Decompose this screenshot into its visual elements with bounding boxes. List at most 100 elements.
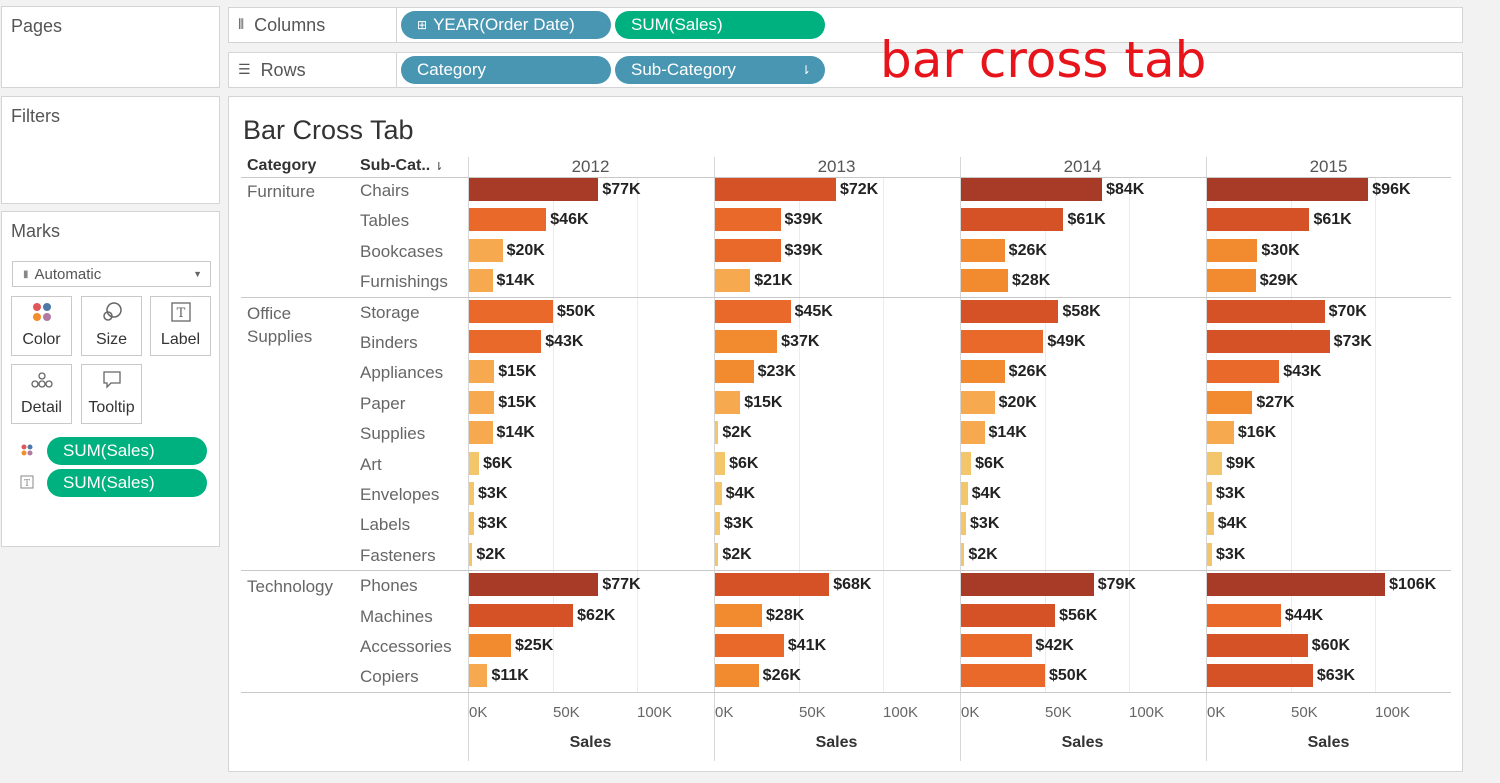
detail-button[interactable]: Detail xyxy=(11,364,72,424)
bar-mark[interactable] xyxy=(961,603,1056,627)
bar-mark[interactable] xyxy=(961,482,968,505)
bar-mark[interactable] xyxy=(1207,269,1256,293)
bar-mark[interactable] xyxy=(469,208,547,232)
bar-mark[interactable] xyxy=(961,178,1103,201)
year-header-2014[interactable]: 2014 xyxy=(1063,157,1102,176)
subcategory-label[interactable]: Machines xyxy=(360,606,433,626)
subcategory-label[interactable]: Chairs xyxy=(360,181,410,200)
size-button[interactable]: Size xyxy=(81,296,142,356)
bar-mark[interactable] xyxy=(469,482,475,505)
bar-mark[interactable] xyxy=(469,634,511,657)
bar-mark[interactable] xyxy=(469,178,599,201)
bar-mark[interactable] xyxy=(715,360,754,384)
bar-mark[interactable] xyxy=(469,269,493,293)
bar-mark[interactable] xyxy=(1207,390,1253,414)
subcategory-label[interactable]: Supplies xyxy=(360,424,426,444)
year-header-2015[interactable]: 2015 xyxy=(1309,157,1348,176)
subcategory-label[interactable]: Storage xyxy=(360,302,420,322)
category-label[interactable]: Office Supplies xyxy=(247,303,313,346)
subcategory-label[interactable]: Bookcases xyxy=(360,241,444,261)
bar-mark[interactable] xyxy=(715,330,778,353)
bar-mark[interactable] xyxy=(961,390,995,414)
bar-mark[interactable] xyxy=(1207,634,1308,657)
category-label[interactable]: Furniture xyxy=(247,182,316,201)
year-header-2012[interactable]: 2012 xyxy=(571,157,610,176)
subcategory-label[interactable]: Tables xyxy=(360,211,410,231)
bar-mark[interactable] xyxy=(715,573,830,597)
bar-mark[interactable] xyxy=(1207,360,1280,384)
bar-mark[interactable] xyxy=(469,299,553,323)
bar-mark[interactable] xyxy=(1207,299,1325,323)
subcategory-label[interactable]: Phones xyxy=(360,576,418,596)
bar-mark[interactable] xyxy=(961,360,1005,384)
category-header[interactable]: Category xyxy=(247,157,317,174)
bar-mark[interactable] xyxy=(715,603,763,627)
bar-mark[interactable] xyxy=(715,451,726,475)
bar-mark[interactable] xyxy=(1207,542,1213,566)
bar-mark[interactable] xyxy=(961,542,965,566)
label-button[interactable]: T Label xyxy=(150,296,211,356)
bar-mark[interactable] xyxy=(1207,421,1234,445)
bar-mark[interactable] xyxy=(715,269,751,293)
subcategory-label[interactable]: Copiers xyxy=(360,667,419,687)
marks-sum-sales-color-pill[interactable]: SUM(Sales) xyxy=(47,437,207,465)
mark-type-dropdown[interactable]: ▮ Automatic ▼ xyxy=(12,261,211,287)
bar-mark[interactable] xyxy=(1207,603,1281,627)
bar-mark[interactable] xyxy=(715,542,719,566)
bar-mark[interactable] xyxy=(715,512,721,536)
subcategory-label[interactable]: Furnishings xyxy=(360,272,448,292)
bar-mark[interactable] xyxy=(961,238,1005,262)
bar-mark[interactable] xyxy=(1207,573,1386,597)
subcategory-label[interactable]: Paper xyxy=(360,393,406,413)
bar-mark[interactable] xyxy=(1207,664,1313,688)
bar-mark[interactable] xyxy=(961,269,1009,293)
subcategory-label[interactable]: Accessories xyxy=(360,637,452,656)
bar-mark[interactable] xyxy=(1207,512,1214,536)
bar-mark[interactable] xyxy=(1207,330,1330,353)
bar-mark[interactable] xyxy=(1207,482,1213,505)
bar-mark[interactable] xyxy=(469,421,493,445)
bar-mark[interactable] xyxy=(469,664,488,688)
marks-sum-sales-label-pill[interactable]: SUM(Sales) xyxy=(47,469,207,497)
subcategory-label[interactable]: Art xyxy=(360,454,382,474)
year-order-date-pill[interactable]: ⊞ YEAR(Order Date) xyxy=(401,11,611,39)
color-button[interactable]: Color xyxy=(11,296,72,356)
bar-mark[interactable] xyxy=(715,208,781,232)
bar-mark[interactable] xyxy=(469,451,480,475)
rows-shelf[interactable]: ☰ Rows Category Sub-Category ⇂ xyxy=(228,52,1463,88)
bar-mark[interactable] xyxy=(961,573,1094,597)
bar-mark[interactable] xyxy=(469,603,574,627)
bar-mark[interactable] xyxy=(1207,178,1369,201)
bar-mark[interactable] xyxy=(469,238,503,262)
category-pill[interactable]: Category xyxy=(401,56,611,84)
pages-card[interactable]: Pages xyxy=(1,6,220,88)
bar-mark[interactable] xyxy=(961,299,1059,323)
bar-mark[interactable] xyxy=(469,512,475,536)
bar-mark[interactable] xyxy=(1207,208,1310,232)
tooltip-button[interactable]: Tooltip xyxy=(81,364,142,424)
subcategory-label[interactable]: Appliances xyxy=(360,363,444,383)
bar-mark[interactable] xyxy=(715,390,741,414)
bar-mark[interactable] xyxy=(961,634,1032,657)
year-header-2013[interactable]: 2013 xyxy=(817,157,856,176)
columns-shelf[interactable]: ⦀ Columns ⊞ YEAR(Order Date) SUM(Sales) xyxy=(228,7,1463,43)
bar-mark[interactable] xyxy=(469,360,495,384)
bar-mark[interactable] xyxy=(715,664,759,688)
bar-mark[interactable] xyxy=(961,451,972,475)
bar-mark[interactable] xyxy=(715,421,719,445)
sum-sales-pill[interactable]: SUM(Sales) xyxy=(615,11,825,39)
bar-mark[interactable] xyxy=(1207,238,1258,262)
bar-mark[interactable] xyxy=(961,330,1044,353)
bar-mark[interactable] xyxy=(469,542,473,566)
bar-mark[interactable] xyxy=(1207,451,1223,475)
subcategory-label[interactable]: Envelopes xyxy=(360,485,440,504)
bar-mark[interactable] xyxy=(715,238,781,262)
bar-mark[interactable] xyxy=(715,634,784,657)
bar-mark[interactable] xyxy=(469,330,542,353)
filters-card[interactable]: Filters xyxy=(1,96,220,204)
category-label[interactable]: Technology xyxy=(247,577,334,597)
bar-mark[interactable] xyxy=(715,482,722,505)
bar-mark[interactable] xyxy=(961,208,1064,232)
bar-mark[interactable] xyxy=(469,390,495,414)
bar-mark[interactable] xyxy=(961,512,967,536)
